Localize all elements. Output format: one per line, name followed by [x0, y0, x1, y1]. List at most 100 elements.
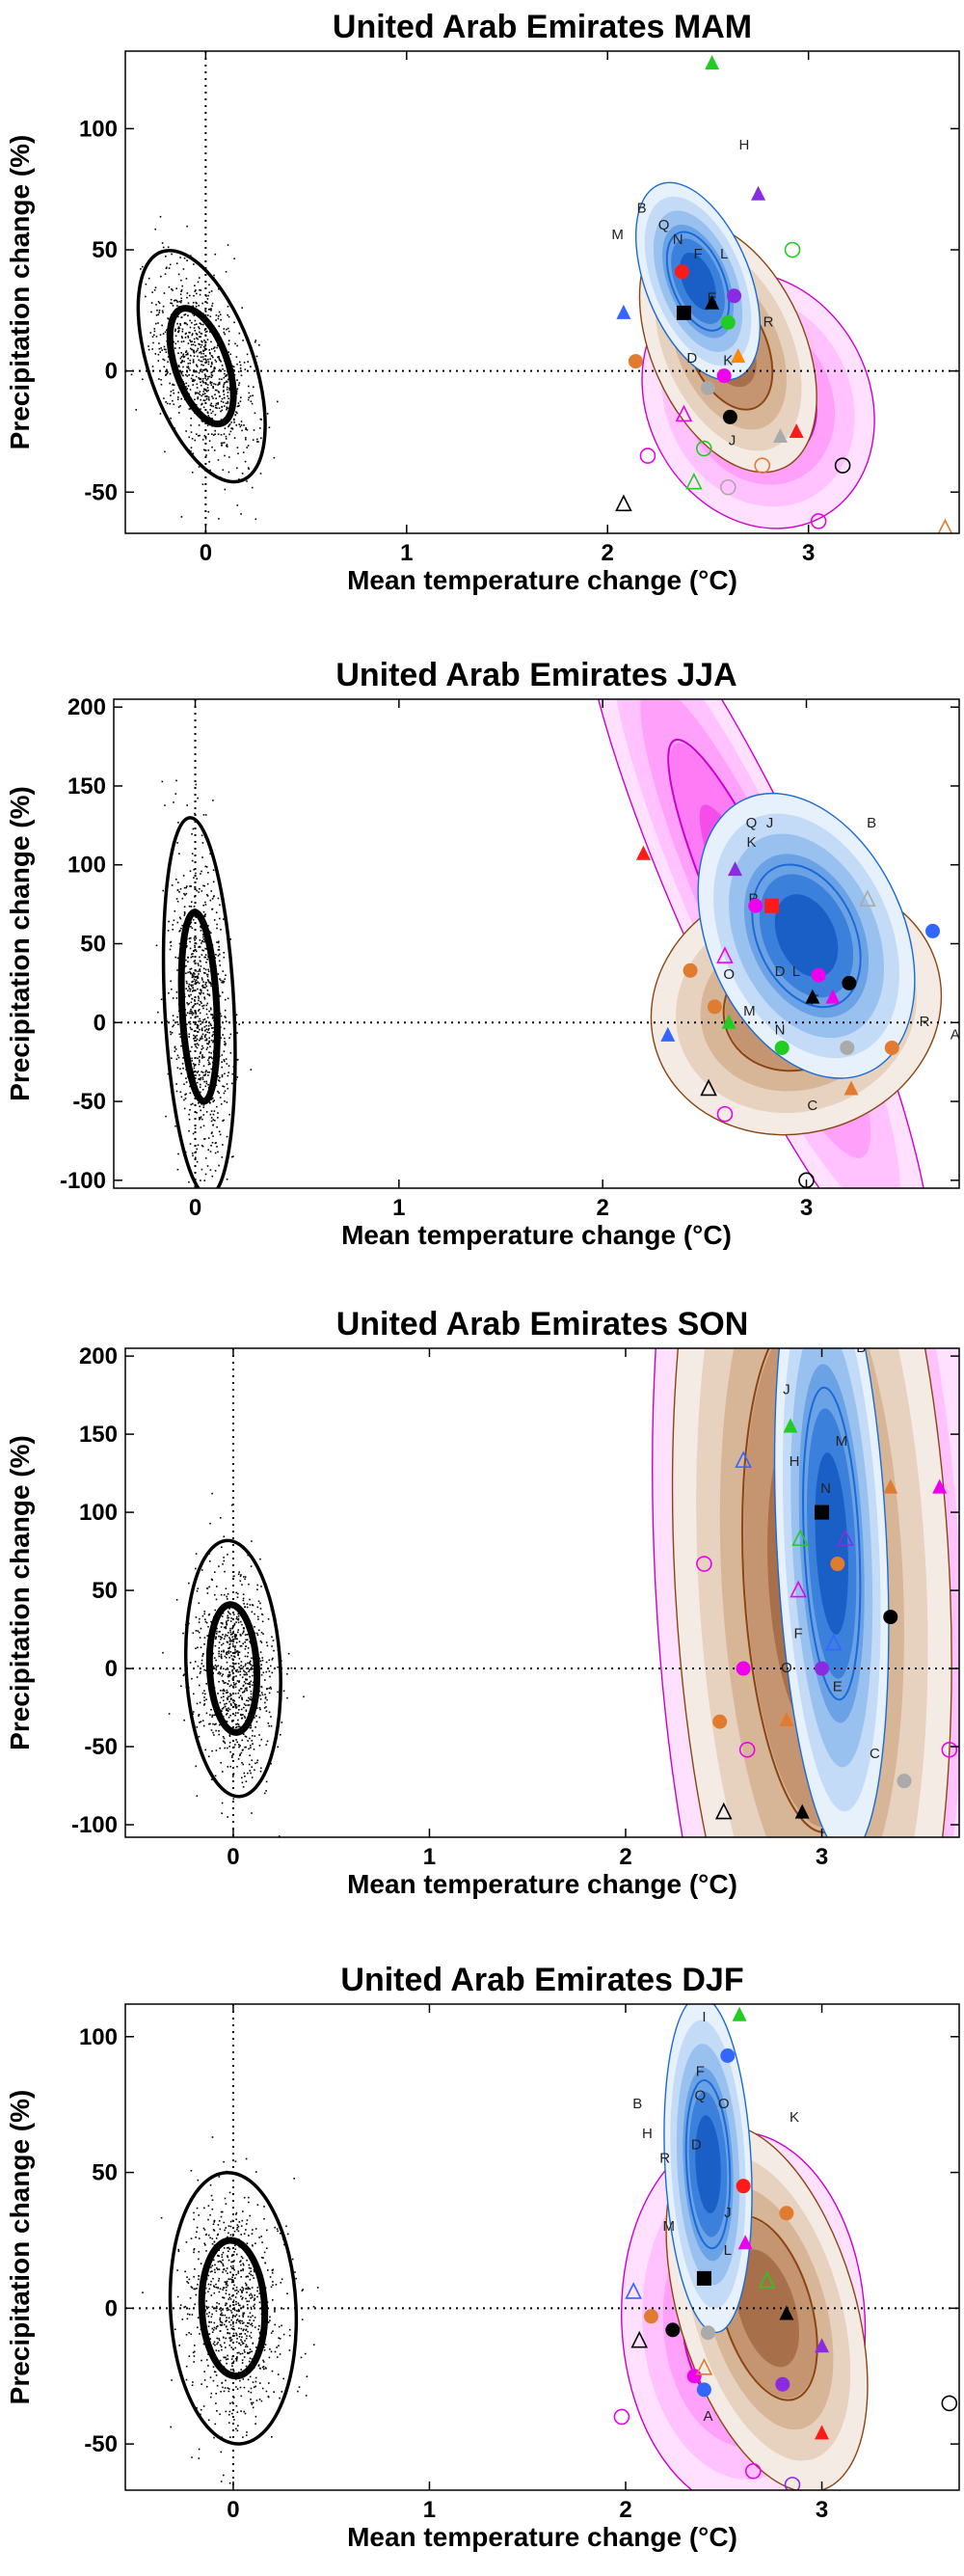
variability-point: [250, 1747, 252, 1749]
variability-point: [265, 1780, 268, 1783]
variability-point: [231, 1072, 234, 1075]
variability-point: [192, 987, 195, 990]
variability-point: [263, 2206, 265, 2208]
variability-point: [243, 1715, 246, 1718]
variability-point: [194, 2350, 196, 2353]
variability-point: [219, 368, 221, 371]
variability-point: [219, 1672, 222, 1674]
variability-point: [258, 344, 260, 346]
variability-point: [212, 386, 214, 388]
variability-point: [219, 2317, 222, 2319]
variability-point: [235, 2273, 237, 2276]
variability-point: [203, 956, 205, 959]
variability-point: [185, 886, 187, 889]
variability-point: [206, 958, 208, 961]
variability-point: [210, 1008, 212, 1011]
variability-point: [270, 2286, 273, 2289]
variability-point: [228, 1716, 230, 1719]
variability-point: [241, 2291, 243, 2293]
variability-point: [240, 2225, 243, 2227]
variability-point: [214, 406, 217, 409]
variability-point: [225, 1626, 227, 1628]
variability-point: [216, 2337, 218, 2340]
variability-point: [242, 1763, 244, 1766]
variability-point: [175, 990, 178, 993]
variability-point: [211, 2313, 213, 2316]
variability-point: [193, 1020, 195, 1023]
variability-point: [197, 2317, 200, 2318]
variability-point: [233, 1652, 236, 1655]
variability-point: [193, 294, 195, 297]
variability-point: [231, 1636, 233, 1639]
variability-point: [190, 418, 192, 420]
variability-point: [206, 411, 209, 414]
variability-point: [197, 1646, 199, 1649]
variability-point: [218, 392, 220, 393]
variability-point: [240, 2260, 242, 2262]
variability-point: [161, 349, 163, 351]
variability-point: [197, 435, 200, 437]
variability-point: [209, 352, 211, 354]
model-marker-circle: [830, 1557, 845, 1572]
model-marker-circle: [941, 1741, 958, 1758]
variability-point: [194, 1127, 197, 1129]
variability-point: [193, 906, 196, 908]
variability-point: [216, 927, 218, 930]
variability-point: [264, 2344, 267, 2346]
variability-point: [188, 1582, 190, 1585]
variability-point: [235, 390, 238, 393]
variability-point: [239, 1635, 242, 1637]
variability-point: [189, 1050, 192, 1052]
variability-point: [230, 2261, 232, 2264]
variability-point: [239, 2379, 241, 2382]
variability-point: [262, 1671, 265, 1674]
variability-point: [173, 1024, 174, 1026]
variability-point: [246, 429, 249, 431]
model-marker-triangle: [783, 1418, 798, 1433]
variability-point: [234, 1686, 237, 1689]
variability-point: [218, 311, 221, 313]
variability-point: [260, 2400, 263, 2402]
variability-point: [234, 1669, 237, 1671]
variability-point: [154, 228, 156, 230]
variability-point: [233, 2268, 235, 2271]
variability-point: [194, 1040, 196, 1042]
variability-point: [191, 833, 193, 835]
variability-point: [185, 959, 187, 962]
variability-point: [248, 2264, 251, 2266]
variability-point: [210, 361, 213, 364]
model-marker-triangle: [660, 1026, 676, 1042]
variability-point: [229, 2402, 231, 2404]
variability-point: [206, 339, 209, 340]
variability-point: [196, 349, 199, 352]
variability-point: [240, 2256, 243, 2258]
variability-point: [220, 1638, 222, 1641]
model-marker-circle: [696, 2382, 711, 2398]
variability-point: [203, 914, 206, 916]
variability-point: [247, 1647, 250, 1649]
model-letter-label: Q: [746, 815, 758, 831]
variability-point: [232, 1701, 234, 1704]
variability-point: [189, 990, 191, 992]
variability-point: [190, 906, 193, 908]
variability-point: [288, 2328, 291, 2331]
variability-point: [211, 1027, 213, 1029]
variability-point: [316, 2287, 319, 2289]
variability-point: [249, 1661, 251, 1664]
model-letter-label: O: [718, 2096, 730, 2112]
variability-point: [201, 370, 203, 373]
variability-point: [203, 1036, 206, 1039]
variability-point: [236, 1618, 239, 1620]
variability-point: [175, 299, 178, 302]
variability-point: [235, 2427, 237, 2430]
variability-point: [192, 1102, 194, 1105]
variability-point: [234, 1633, 236, 1636]
variability-point: [197, 2283, 199, 2286]
variability-point: [189, 1010, 192, 1013]
variability-point: [193, 2251, 195, 2254]
variability-point: [260, 419, 262, 420]
variability-point: [277, 1691, 279, 1694]
variability-point: [237, 2270, 240, 2272]
variability-point: [211, 370, 213, 373]
model-letter-label: B: [632, 2096, 642, 2112]
